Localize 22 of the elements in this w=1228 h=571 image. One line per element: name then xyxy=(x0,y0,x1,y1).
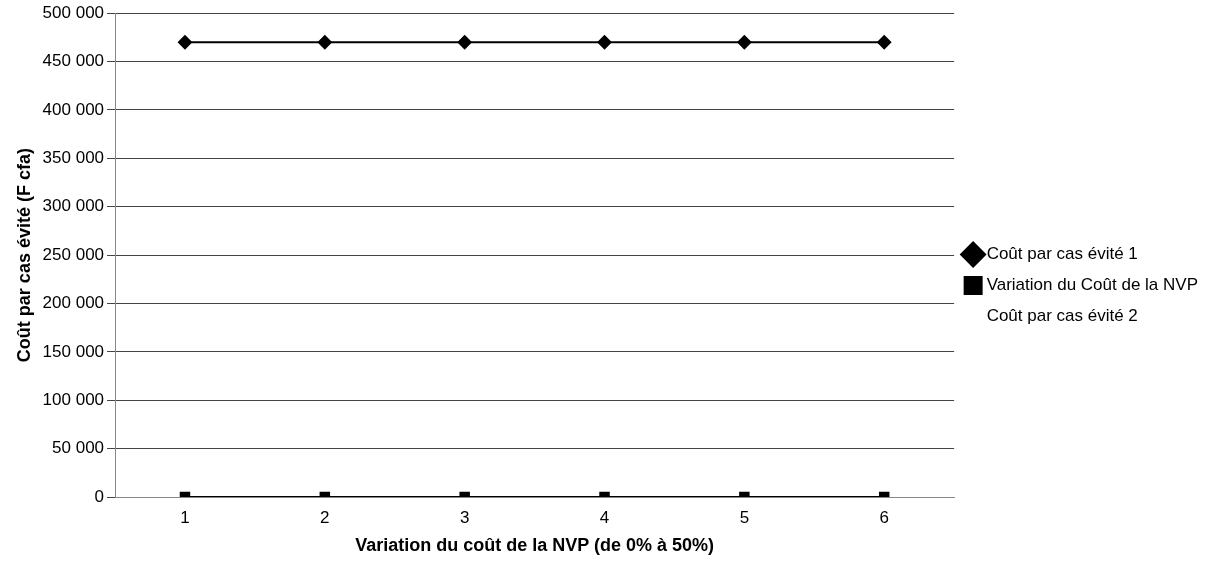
y-tick-label: 450 000 xyxy=(42,51,105,71)
x-axis-title: Variation du coût de la NVP (de 0% à 50%) xyxy=(355,535,714,556)
y-tick-label: 400 000 xyxy=(42,99,105,119)
y-axis-title: Coût par cas évité (F cfa) xyxy=(13,148,34,363)
y-tick-label: 0 xyxy=(94,486,105,506)
x-tick-label: 4 xyxy=(599,507,610,527)
legend-label: Variation du Coût de la NVP xyxy=(986,275,1199,295)
y-tick-label: 200 000 xyxy=(42,293,105,313)
text: Coût par cas évité 2 xyxy=(986,306,1138,326)
legend-label: Coût par cas évité 1 xyxy=(986,244,1138,264)
x-tick-label: 2 xyxy=(320,507,330,527)
y-tick-label: 100 000 xyxy=(42,389,105,409)
y-tick-label: 250 000 xyxy=(42,244,105,264)
x-tick-label: 6 xyxy=(879,507,889,527)
x-tick-label: 1 xyxy=(180,507,190,527)
y-tick-label: 350 000 xyxy=(42,148,105,168)
x-tick-label: 5 xyxy=(739,507,750,527)
y-tick-label: 500 000 xyxy=(42,2,105,22)
y-tick-label: 300 000 xyxy=(42,196,105,216)
y-tick-label: 150 000 xyxy=(42,341,105,361)
x-tick-label: 3 xyxy=(459,507,470,527)
y-tick-label: 50 000 xyxy=(52,438,105,458)
